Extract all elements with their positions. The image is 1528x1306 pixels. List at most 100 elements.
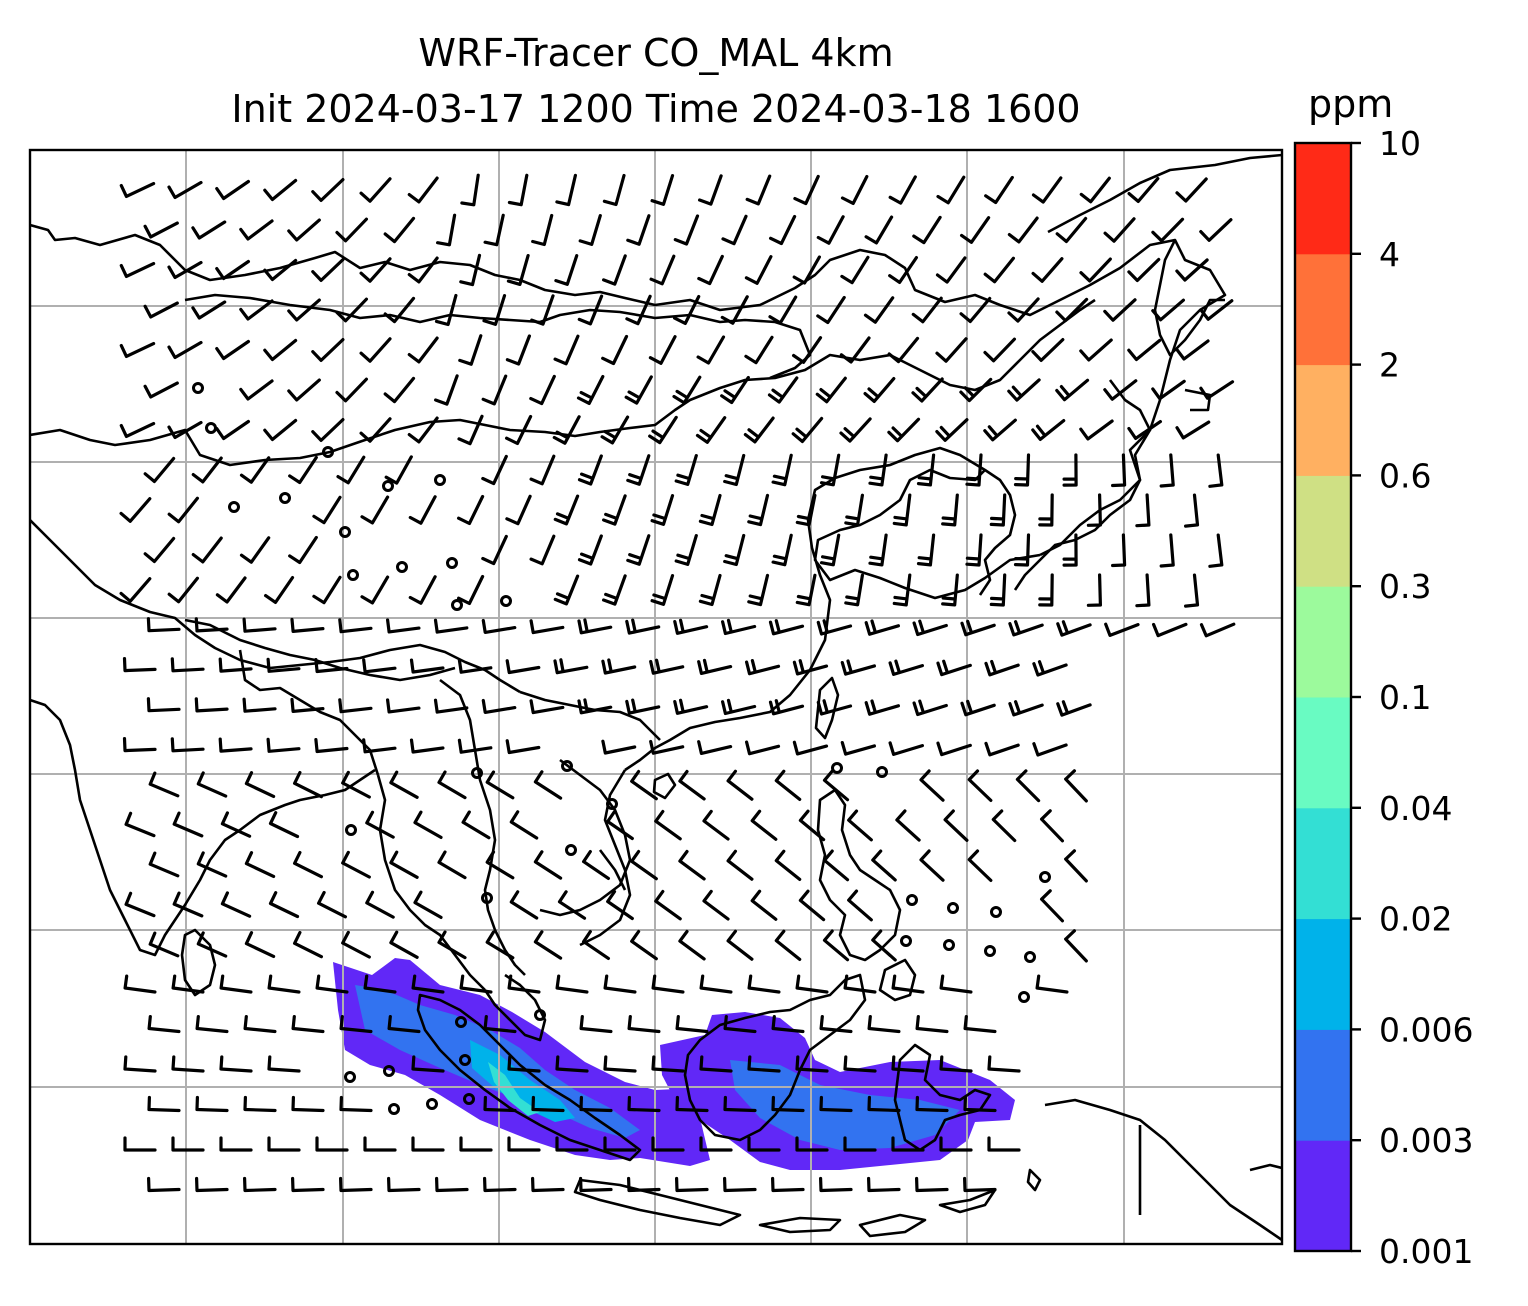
wind-barb bbox=[244, 931, 276, 958]
wind-barb bbox=[1015, 769, 1041, 803]
wind-barb bbox=[194, 697, 229, 713]
wind-barb bbox=[768, 699, 805, 716]
wind-barb bbox=[723, 1176, 757, 1193]
wind-barb bbox=[266, 737, 301, 753]
wind-barb bbox=[505, 334, 531, 366]
coast-korea-japan-north bbox=[1047, 153, 1282, 234]
wind-barb bbox=[863, 377, 896, 403]
calm-wind-circle bbox=[984, 945, 996, 957]
wind-barb bbox=[215, 339, 250, 361]
wind-barb bbox=[509, 890, 539, 920]
wind-barb bbox=[892, 493, 912, 527]
wind-barb bbox=[293, 771, 323, 799]
wind-barb bbox=[460, 173, 480, 207]
wind-barb bbox=[624, 375, 653, 405]
wind-barb bbox=[290, 697, 325, 713]
wind-barb bbox=[1008, 620, 1044, 637]
border-china-west bbox=[30, 519, 521, 694]
wind-barb bbox=[122, 737, 157, 753]
colorbar-segment bbox=[1295, 1029, 1351, 1141]
wind-barb bbox=[649, 254, 676, 286]
wind-barb bbox=[457, 414, 484, 446]
calm-wind-circle bbox=[947, 902, 959, 914]
wind-barb bbox=[654, 809, 682, 841]
wind-barb bbox=[815, 376, 847, 404]
calm-wind-circle bbox=[228, 501, 240, 513]
map-frame bbox=[28, 148, 1284, 1246]
wind-barb bbox=[555, 173, 577, 207]
wind-barb bbox=[1031, 176, 1063, 204]
wind-barb bbox=[698, 493, 722, 527]
wind-barb bbox=[936, 175, 966, 205]
wind-barb bbox=[867, 1095, 901, 1113]
calm-wind-circle bbox=[463, 1093, 475, 1105]
wind-barb bbox=[1111, 533, 1127, 568]
wind-barb bbox=[555, 974, 589, 994]
wind-barb bbox=[1013, 533, 1031, 567]
plume-sumatra-core bbox=[470, 1040, 575, 1122]
wind-barb bbox=[798, 889, 826, 922]
wind-barb bbox=[696, 335, 726, 365]
wind-barb bbox=[291, 1095, 325, 1113]
wind-barb bbox=[819, 1176, 853, 1193]
colorbar-segment bbox=[1295, 1140, 1351, 1252]
wind-barb bbox=[1040, 889, 1064, 923]
wind-barb bbox=[531, 1176, 565, 1193]
colorbar-segment bbox=[1295, 475, 1351, 587]
wind-barb bbox=[745, 174, 772, 206]
wind-barb bbox=[888, 741, 924, 756]
wind-barb bbox=[959, 377, 993, 403]
wind-barb bbox=[892, 573, 912, 607]
wind-barb bbox=[119, 342, 156, 358]
wind-barb bbox=[239, 379, 274, 401]
wind-barb bbox=[436, 213, 457, 247]
wind-barb bbox=[1175, 258, 1209, 282]
wind-barb bbox=[243, 1176, 277, 1193]
calm-wind-circle bbox=[459, 1054, 471, 1066]
wind-barb bbox=[1007, 378, 1041, 402]
wind-barb bbox=[383, 216, 416, 244]
wind-barb bbox=[433, 698, 469, 714]
wind-barb bbox=[288, 455, 318, 485]
wind-barb bbox=[649, 739, 685, 755]
wind-barb bbox=[603, 974, 637, 994]
wind-barb bbox=[791, 416, 824, 444]
calm-wind-circle bbox=[339, 526, 351, 538]
wind-barb bbox=[792, 659, 829, 676]
wind-barb bbox=[601, 739, 637, 755]
wind-barb bbox=[579, 1015, 613, 1034]
wind-barb bbox=[602, 254, 627, 286]
wind-barb bbox=[1159, 533, 1175, 568]
wind-barb bbox=[457, 738, 493, 754]
wind-barb bbox=[721, 698, 757, 716]
colorbar-segment bbox=[1295, 586, 1351, 698]
wind-barb bbox=[915, 1015, 949, 1034]
wind-barb bbox=[459, 974, 493, 994]
wind-barb bbox=[268, 891, 300, 919]
wind-barb bbox=[745, 740, 781, 756]
wind-barb bbox=[840, 175, 869, 205]
wind-barb bbox=[124, 891, 156, 918]
wind-barb bbox=[723, 533, 746, 567]
wind-barb bbox=[530, 294, 555, 326]
wind-barb bbox=[1208, 453, 1224, 488]
wind-barb bbox=[1127, 257, 1161, 283]
wind-barb bbox=[191, 536, 223, 564]
wind-barb bbox=[147, 1095, 181, 1113]
wind-barb bbox=[939, 1055, 973, 1073]
wind-barb bbox=[339, 1176, 373, 1193]
calm-wind-circle bbox=[388, 1103, 400, 1115]
wind-barb bbox=[170, 657, 205, 673]
wind-barb bbox=[726, 929, 754, 961]
wind-barb bbox=[220, 811, 252, 838]
coast-taiwan bbox=[814, 676, 840, 740]
wind-barb bbox=[529, 454, 556, 486]
wind-barb bbox=[220, 891, 252, 918]
calm-wind-circle bbox=[396, 561, 408, 573]
wind-barb bbox=[167, 340, 203, 360]
wind-barb bbox=[196, 771, 228, 798]
wind-barb bbox=[1008, 700, 1044, 717]
wind-barb bbox=[576, 375, 605, 405]
wind-barb bbox=[795, 1136, 829, 1152]
wind-barb bbox=[1032, 742, 1068, 757]
